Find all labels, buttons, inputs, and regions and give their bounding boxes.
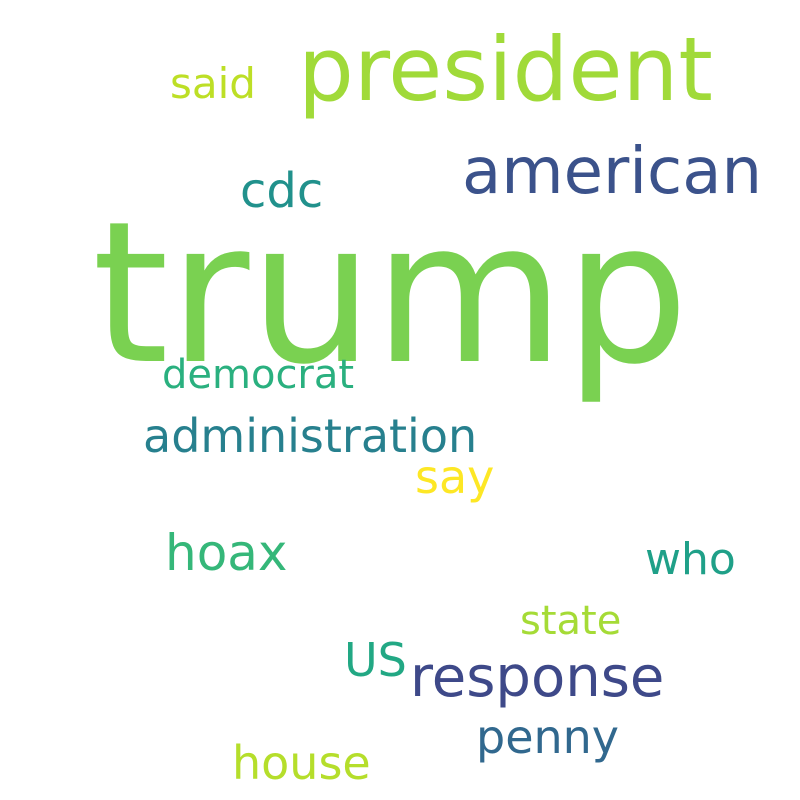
word-said: said xyxy=(170,59,256,108)
word-american: american xyxy=(462,135,762,209)
word-trump: trump xyxy=(92,180,689,408)
word-cdc: cdc xyxy=(240,163,324,219)
word-who: who xyxy=(645,534,736,585)
word-house: house xyxy=(232,736,371,790)
word-democrat: democrat xyxy=(162,352,355,398)
word-president: president xyxy=(298,18,713,121)
word-penny: penny xyxy=(476,710,620,764)
word-say: say xyxy=(415,450,495,504)
word-state: state xyxy=(520,598,622,644)
word-administration: administration xyxy=(143,409,478,463)
word-response: response xyxy=(410,645,665,710)
word-hoax: hoax xyxy=(165,524,288,582)
word-us: US xyxy=(344,633,407,687)
